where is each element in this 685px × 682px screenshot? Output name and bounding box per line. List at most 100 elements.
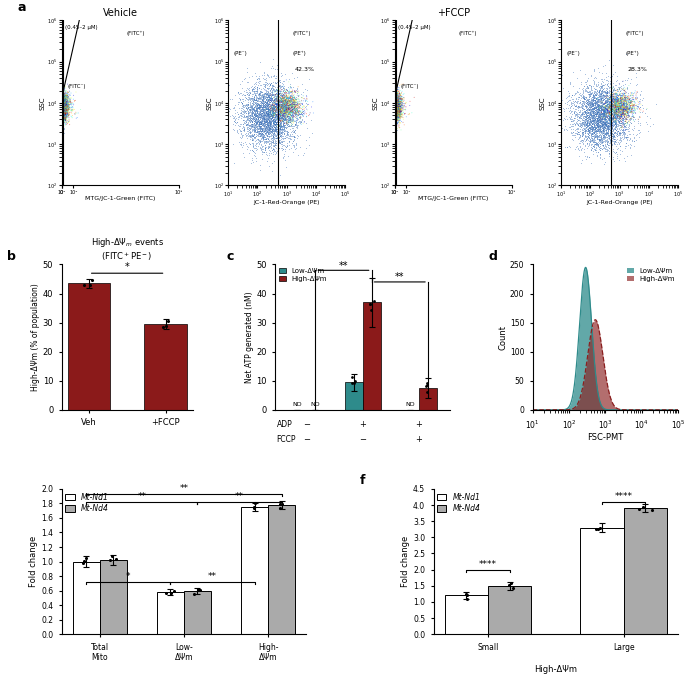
Point <box>56 110 67 121</box>
Point <box>393 98 403 108</box>
Point <box>57 93 68 104</box>
Point <box>277 102 288 113</box>
Point <box>389 104 400 115</box>
Point <box>389 110 400 121</box>
Point <box>258 117 269 128</box>
Point <box>389 120 400 131</box>
Point <box>587 119 598 130</box>
Point <box>586 116 597 127</box>
Point <box>56 123 67 134</box>
Point <box>620 113 631 124</box>
Point <box>582 125 593 136</box>
Point <box>276 96 287 107</box>
Point <box>56 113 67 124</box>
Point <box>389 102 400 113</box>
Point <box>610 105 621 116</box>
Point <box>268 95 279 106</box>
Point <box>389 128 400 139</box>
Point <box>625 96 636 107</box>
Point <box>57 130 68 141</box>
Point <box>301 110 312 121</box>
Point <box>587 115 598 125</box>
Point <box>597 134 608 145</box>
Point <box>389 97 400 108</box>
Point <box>266 113 277 124</box>
Point <box>390 105 401 116</box>
Point <box>592 86 603 97</box>
Point <box>284 108 295 119</box>
Point <box>618 128 629 138</box>
Point <box>591 102 602 113</box>
Point <box>60 102 71 113</box>
Point <box>267 111 278 122</box>
Point <box>56 100 67 111</box>
Point <box>394 106 405 117</box>
Point <box>389 104 400 115</box>
Point <box>606 99 617 110</box>
Point <box>56 93 67 104</box>
Point <box>389 119 400 130</box>
Point <box>389 128 400 139</box>
Point <box>389 115 400 125</box>
Point <box>273 110 284 121</box>
Point <box>365 299 376 310</box>
Point <box>389 89 400 100</box>
Point <box>56 85 67 96</box>
Point <box>56 130 67 140</box>
Point <box>616 92 627 103</box>
Point <box>617 104 628 115</box>
Point <box>56 128 67 138</box>
Point <box>56 143 67 154</box>
Point <box>613 104 624 115</box>
Point <box>389 103 400 114</box>
Point <box>281 131 292 142</box>
Point <box>230 105 241 116</box>
Point <box>284 107 295 118</box>
Point <box>57 105 68 116</box>
Point <box>389 120 400 131</box>
Point <box>58 99 68 110</box>
Point <box>389 123 400 134</box>
Point <box>248 87 259 98</box>
Point <box>622 102 633 113</box>
Point <box>606 123 616 134</box>
Point <box>610 108 621 119</box>
Point <box>274 103 285 114</box>
Point <box>389 112 400 123</box>
Point <box>59 99 70 110</box>
Point <box>612 103 623 114</box>
Point <box>279 99 290 110</box>
Point <box>605 104 616 115</box>
Point <box>389 100 400 110</box>
Point <box>56 125 67 136</box>
Point <box>56 91 67 102</box>
Point <box>617 107 628 118</box>
Point <box>59 107 70 118</box>
Point <box>600 102 611 113</box>
Point <box>56 79 67 90</box>
Point <box>599 139 610 150</box>
Point <box>259 121 270 132</box>
Point <box>56 117 67 128</box>
Point <box>295 100 306 111</box>
Point <box>623 103 634 114</box>
Point <box>389 113 400 124</box>
Point <box>389 125 400 136</box>
Point <box>56 102 67 113</box>
Point <box>605 91 616 102</box>
Point <box>621 100 632 110</box>
Point <box>253 100 264 111</box>
Point <box>254 139 265 150</box>
Point <box>595 85 606 96</box>
Point <box>390 106 401 117</box>
Point <box>621 98 632 108</box>
Point <box>280 123 291 134</box>
Point <box>389 110 400 121</box>
Point <box>264 104 275 115</box>
Point <box>62 111 73 122</box>
Point <box>56 114 67 125</box>
Point <box>605 98 616 108</box>
Point <box>390 68 401 79</box>
Point <box>610 89 621 100</box>
Point <box>567 121 578 132</box>
